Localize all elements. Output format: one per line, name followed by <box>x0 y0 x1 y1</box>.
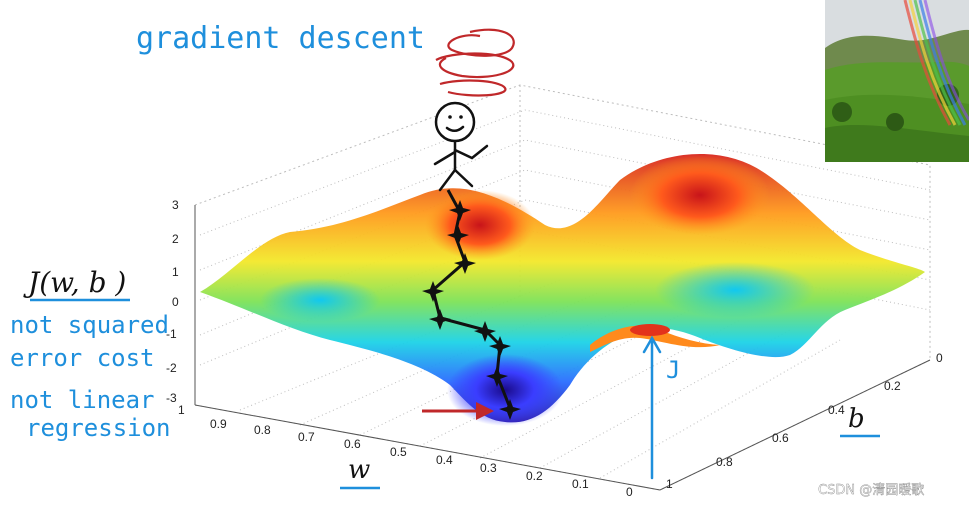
b-tick: 0.2 <box>884 379 901 393</box>
z-tick: 3 <box>172 198 179 212</box>
surface-j-arrow <box>642 335 662 480</box>
note-line-2: error cost <box>10 344 155 372</box>
w-tick: 0.2 <box>526 469 543 483</box>
z-tick: 2 <box>172 232 179 246</box>
z-tick: 1 <box>172 265 179 279</box>
w-tick: 0.1 <box>572 477 589 491</box>
descent-step-markers <box>422 200 521 420</box>
surface-j-label: J <box>666 356 680 384</box>
w-tick: 0.9 <box>210 417 227 431</box>
b-tick: 0.4 <box>828 403 845 417</box>
note-line-4: regression <box>26 414 171 442</box>
step-marker <box>429 309 451 330</box>
axis-floor-edges <box>194 359 931 491</box>
w-tick: 0.5 <box>390 445 407 459</box>
watermark: CSDN @清园暖歌 <box>818 483 924 498</box>
note-line-3: not linear <box>10 386 155 414</box>
b-ticks: 0 0.2 0.4 0.6 0.8 1 <box>666 351 943 491</box>
stick-figure-icon <box>433 101 489 192</box>
w-axis-label: w <box>348 455 370 485</box>
step-marker <box>489 336 511 357</box>
w-tick: 1 <box>178 403 185 417</box>
step-marker <box>474 321 496 342</box>
front-ridge <box>590 325 720 352</box>
b-tick: 1 <box>666 477 673 491</box>
z-tick: 0 <box>172 295 179 309</box>
title-gradient-descent: gradient descent <box>136 21 425 56</box>
step-marker <box>422 281 444 302</box>
b-tick: 0.8 <box>716 455 733 469</box>
step-marker <box>449 200 471 221</box>
note-line-1: not squared <box>10 311 169 339</box>
cost-surface <box>200 153 925 426</box>
z-tick: -1 <box>166 327 177 341</box>
step-marker <box>486 366 508 387</box>
cost-function-label: J(w, b ) <box>23 266 126 299</box>
landscape-inset-image <box>825 0 969 162</box>
w-tick: 0.4 <box>436 453 453 467</box>
w-tick: 0.8 <box>254 423 271 437</box>
minimum-arrow <box>422 402 494 420</box>
w-tick: 0.7 <box>298 430 315 444</box>
step-marker <box>447 225 469 246</box>
w-tick: 0.3 <box>480 461 497 475</box>
z-ticks: 3 2 1 0 -1 -2 -3 <box>166 198 179 405</box>
b-tick: 0.6 <box>772 431 789 445</box>
step-marker <box>454 253 476 274</box>
z-tick: -3 <box>166 391 177 405</box>
w-tick: 0.6 <box>344 437 361 451</box>
spin-swirl-icon <box>435 28 515 97</box>
step-marker <box>499 399 521 420</box>
b-axis-label: b <box>848 404 865 434</box>
b-tick: 0 <box>936 351 943 365</box>
w-ticks: 1 0.9 0.8 0.7 0.6 0.5 0.4 0.3 0.2 0.1 0 <box>178 403 633 499</box>
w-tick: 0 <box>626 485 633 499</box>
descent-path <box>431 189 512 409</box>
z-tick: -2 <box>166 361 177 375</box>
